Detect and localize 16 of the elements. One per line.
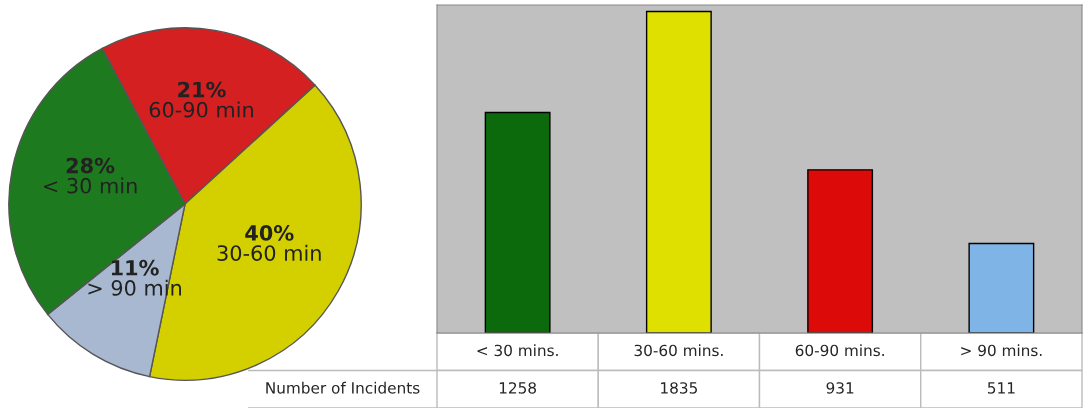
data-label: 511 xyxy=(987,382,1015,394)
text: Number of Incidents xyxy=(266,381,420,394)
x-tick-label: 60-90 mins. xyxy=(795,344,884,357)
x-tick-label: 30-60 mins. xyxy=(634,344,723,357)
slice-label: 30-60 min xyxy=(217,244,321,261)
x-tick-label: < 30 mins. xyxy=(477,344,558,357)
slice-label: 60-90 min xyxy=(149,101,253,118)
x-tick-label: > 90 mins. xyxy=(961,344,1042,357)
data-label: 931 xyxy=(826,382,854,394)
data-label: 40% xyxy=(245,225,294,241)
slice-label: < 30 min xyxy=(44,177,137,194)
data-label: 11% xyxy=(111,259,159,276)
data-label: 1258 xyxy=(499,382,537,394)
data-label: 1835 xyxy=(661,382,697,394)
data-label: 28% xyxy=(66,157,115,174)
data-label: 21% xyxy=(178,81,226,98)
